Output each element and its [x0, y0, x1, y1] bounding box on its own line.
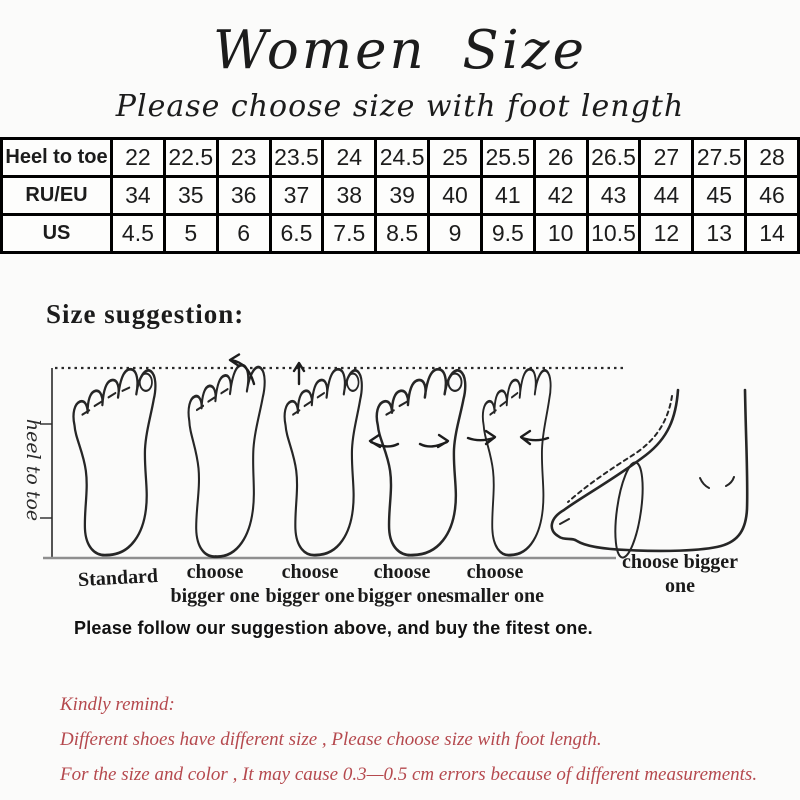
size-table-cell: 8.5 [374, 213, 431, 254]
narrow-arrow-left [466, 429, 497, 446]
foot-top-view-long-second-toe-icon [283, 367, 364, 557]
size-table-cell: 13 [691, 213, 748, 254]
suggestion-note: Please follow our suggestion above, and … [74, 618, 593, 638]
size-table-cell: 40 [427, 175, 483, 216]
foot-top-view-standard-icon [72, 367, 157, 557]
remind-line: For the size and color , It may cause 0.… [60, 764, 758, 785]
size-table-row: US 4.5 5 6 6.5 7.5 8.5 9 9.5 10 10.5 12 13 14 [0, 213, 800, 254]
foot-top-view-wide-icon [375, 367, 467, 557]
remind-line: Different shoes have different size , Pl… [60, 729, 602, 750]
size-table-row-label: RU/EU [0, 175, 113, 216]
size-table-row-label: Heel to toe [0, 137, 113, 178]
foot-top-view-narrow-icon [481, 367, 553, 557]
foot-advice-label: choose smaller one [446, 561, 544, 607]
wide-arrow-right [418, 433, 450, 449]
size-table-cell: 42 [532, 175, 589, 216]
size-table-cell: 25 [427, 137, 483, 178]
size-table-cell: 39 [374, 175, 431, 216]
size-table-cell: 5 [162, 213, 219, 254]
size-table-cell: 46 [744, 175, 800, 216]
size-table-cell: 41 [479, 175, 536, 216]
size-table-cell: 10.5 [585, 213, 642, 254]
size-table-cell: 45 [691, 175, 748, 216]
size-table-cell: 25.5 [479, 137, 536, 178]
foot-advice-label: choose bigger one [170, 561, 260, 607]
foot-advice-label: choose bigger one [621, 551, 739, 597]
size-table-cell: 43 [585, 175, 642, 216]
size-table-cell: 23 [215, 137, 272, 178]
foot-top-view-long-toes-icon [183, 361, 267, 561]
size-table-cell: 34 [110, 175, 166, 216]
wide-arrow-left [368, 433, 400, 449]
size-table-cell: 37 [268, 175, 325, 216]
narrow-arrow-right [519, 429, 550, 446]
over-line-arrow [228, 353, 256, 386]
size-table-cell: 4.5 [110, 213, 166, 254]
page-title: Women Size [213, 20, 587, 81]
page-subtitle: Please choose size with foot length [115, 89, 685, 124]
size-table-cell: 26 [532, 137, 589, 178]
size-table-cell: 10 [532, 213, 589, 254]
size-table-cell: 27 [638, 137, 695, 178]
size-table-cell: 24.5 [374, 137, 431, 178]
size-table-cell: 22.5 [162, 137, 219, 178]
size-table-cell: 6.5 [268, 213, 325, 254]
size-table-cell: 9.5 [479, 213, 536, 254]
size-suggestion-diagram: heel to toe Standard choose bigger one c… [0, 350, 800, 620]
size-table-cell: 36 [215, 175, 272, 216]
size-table-cell: 12 [638, 213, 695, 254]
size-table-cell: 23.5 [268, 137, 325, 178]
size-table-cell: 28 [744, 137, 800, 178]
size-table-cell: 9 [427, 213, 483, 254]
foot-side-view-high-instep-icon [550, 388, 749, 559]
size-table-cell: 24 [321, 137, 378, 178]
size-table-cell: 22 [110, 137, 166, 178]
size-table-cell: 44 [638, 175, 695, 216]
size-table-cell: 26.5 [585, 137, 642, 178]
heel-to-toe-axis-label: heel to toe [22, 418, 44, 522]
foot-advice-label: choose bigger one [265, 561, 355, 607]
size-table-cell: 38 [321, 175, 378, 216]
size-table-cell: 7.5 [321, 213, 378, 254]
size-suggestion-heading: Size suggestion: [46, 299, 245, 329]
toe-up-arrow [292, 361, 306, 386]
size-table-row: Heel to toe 22 22.5 23 23.5 24 24.5 25 25.5 26 26.… [0, 137, 800, 178]
feet-diagram-drawing [40, 353, 749, 561]
size-table-cell: 35 [162, 175, 219, 216]
size-table: Heel to toe 22 22.5 23 23.5 24 24.5 25 25.5 26 26.… [0, 137, 800, 254]
size-table-cell: 14 [744, 213, 800, 254]
size-table-body: Heel to toe 22 22.5 23 23.5 24 24.5 25 25.5 26 26.… [0, 137, 800, 254]
foot-advice-label: choose bigger one [357, 561, 447, 607]
remind-heading: Kindly remind: [60, 694, 175, 715]
size-table-cell: 27.5 [691, 137, 748, 178]
size-table-row-label: US [0, 213, 113, 254]
size-table-row: RU/EU 34 35 36 37 38 39 40 41 42 43 44 45 46 [0, 175, 800, 216]
kindly-remind-block: Kindly remind: Different shoes have diff… [60, 694, 780, 799]
size-table-cell: 6 [215, 213, 272, 254]
